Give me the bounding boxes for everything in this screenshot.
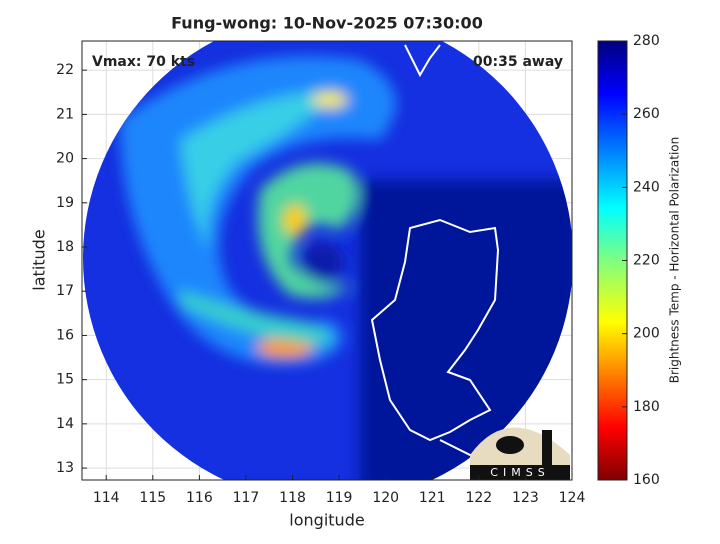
y-tick-label: 20 <box>56 151 74 167</box>
colorbar-tick-label: 180 <box>633 399 660 415</box>
x-tick-label: 119 <box>326 490 353 506</box>
x-tick-label: 123 <box>512 490 539 506</box>
annotation: 00:35 away <box>473 54 563 70</box>
colorbar-tick-label: 200 <box>633 326 660 342</box>
y-tick-label: 13 <box>56 460 74 476</box>
y-tick-label: 15 <box>56 372 74 388</box>
colorbar-tick-label: 240 <box>633 179 660 195</box>
y-tick-label: 16 <box>56 327 74 343</box>
swath: CIMSS <box>83 41 572 480</box>
x-tick-label: 115 <box>139 490 166 506</box>
x-tick-label: 116 <box>186 490 213 506</box>
x-axis-label: longitude <box>289 511 364 530</box>
annotation: Vmax: 70 kts <box>92 54 195 70</box>
plot-frame <box>81 40 573 481</box>
y-axis-label: latitude <box>30 229 49 290</box>
colorbar-tick-label: 160 <box>633 472 660 488</box>
colorbar-label: Brightness Temp - Horizontal Polarizatio… <box>668 137 682 384</box>
y-tick-label: 19 <box>56 195 74 211</box>
logo-text: CIMSS <box>490 466 549 479</box>
y-tick-label: 21 <box>56 106 74 122</box>
colorbar-tick-label: 260 <box>633 106 660 122</box>
y-tick-label: 17 <box>56 283 74 299</box>
colorbar-tick-label: 280 <box>633 33 660 49</box>
x-tick-label: 114 <box>93 490 120 506</box>
x-tick-label: 117 <box>233 490 260 506</box>
x-tick-label: 118 <box>279 490 306 506</box>
x-tick-label: 124 <box>559 490 586 506</box>
y-tick-label: 14 <box>56 416 74 432</box>
x-tick-label: 121 <box>419 490 446 506</box>
colorbar-tick-label: 220 <box>633 253 660 269</box>
y-tick-label: 18 <box>56 239 74 255</box>
y-tick-label: 22 <box>56 62 74 78</box>
chart-title: Fung-wong: 10-Nov-2025 07:30:00 <box>171 14 483 33</box>
logo: CIMSS <box>470 427 570 480</box>
x-tick-label: 120 <box>372 490 399 506</box>
x-tick-label: 122 <box>465 490 492 506</box>
